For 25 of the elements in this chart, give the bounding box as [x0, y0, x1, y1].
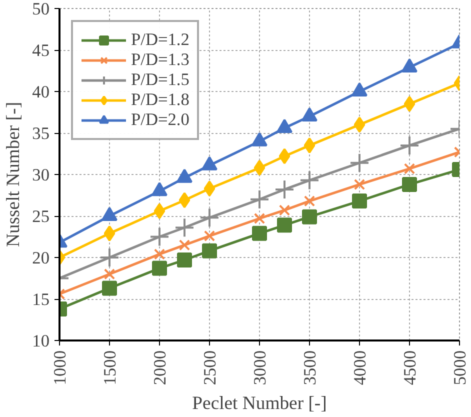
- y-tick-label: 15: [32, 290, 50, 309]
- x-tick-label: 2000: [150, 350, 170, 386]
- x-tick-label: 5000: [450, 350, 470, 386]
- x-tick-label: 1000: [50, 350, 70, 386]
- x-tick-label: 2500: [200, 350, 220, 386]
- x-tick-label: 4000: [350, 350, 370, 386]
- legend-label: P/D=2.0: [131, 110, 190, 130]
- y-tick-label: 10: [32, 332, 50, 350]
- legend-label: P/D=1.8: [131, 90, 190, 110]
- y-tick-label: 40: [32, 82, 50, 102]
- y-tick-label: 50: [32, 0, 50, 18]
- x-tick-label: 4500: [400, 350, 420, 386]
- y-tick-label: 35: [32, 124, 50, 143]
- y-tick-label: 25: [32, 207, 50, 226]
- x-tick-label: 3500: [300, 350, 320, 386]
- legend-label: P/D=1.3: [131, 50, 190, 70]
- x-tick-label: 3000: [250, 350, 270, 386]
- y-tick-label: 20: [32, 248, 50, 268]
- y-tick-label: 45: [32, 41, 50, 60]
- x-axis-title: Peclet Number [-]: [192, 393, 327, 414]
- legend-label: P/D=1.2: [131, 30, 190, 50]
- y-tick-label: 30: [32, 166, 50, 184]
- y-axis-title: Nusselt Number [-]: [3, 102, 24, 248]
- legend-label: P/D=1.5: [131, 70, 190, 90]
- x-tick-label: 1500: [100, 350, 120, 386]
